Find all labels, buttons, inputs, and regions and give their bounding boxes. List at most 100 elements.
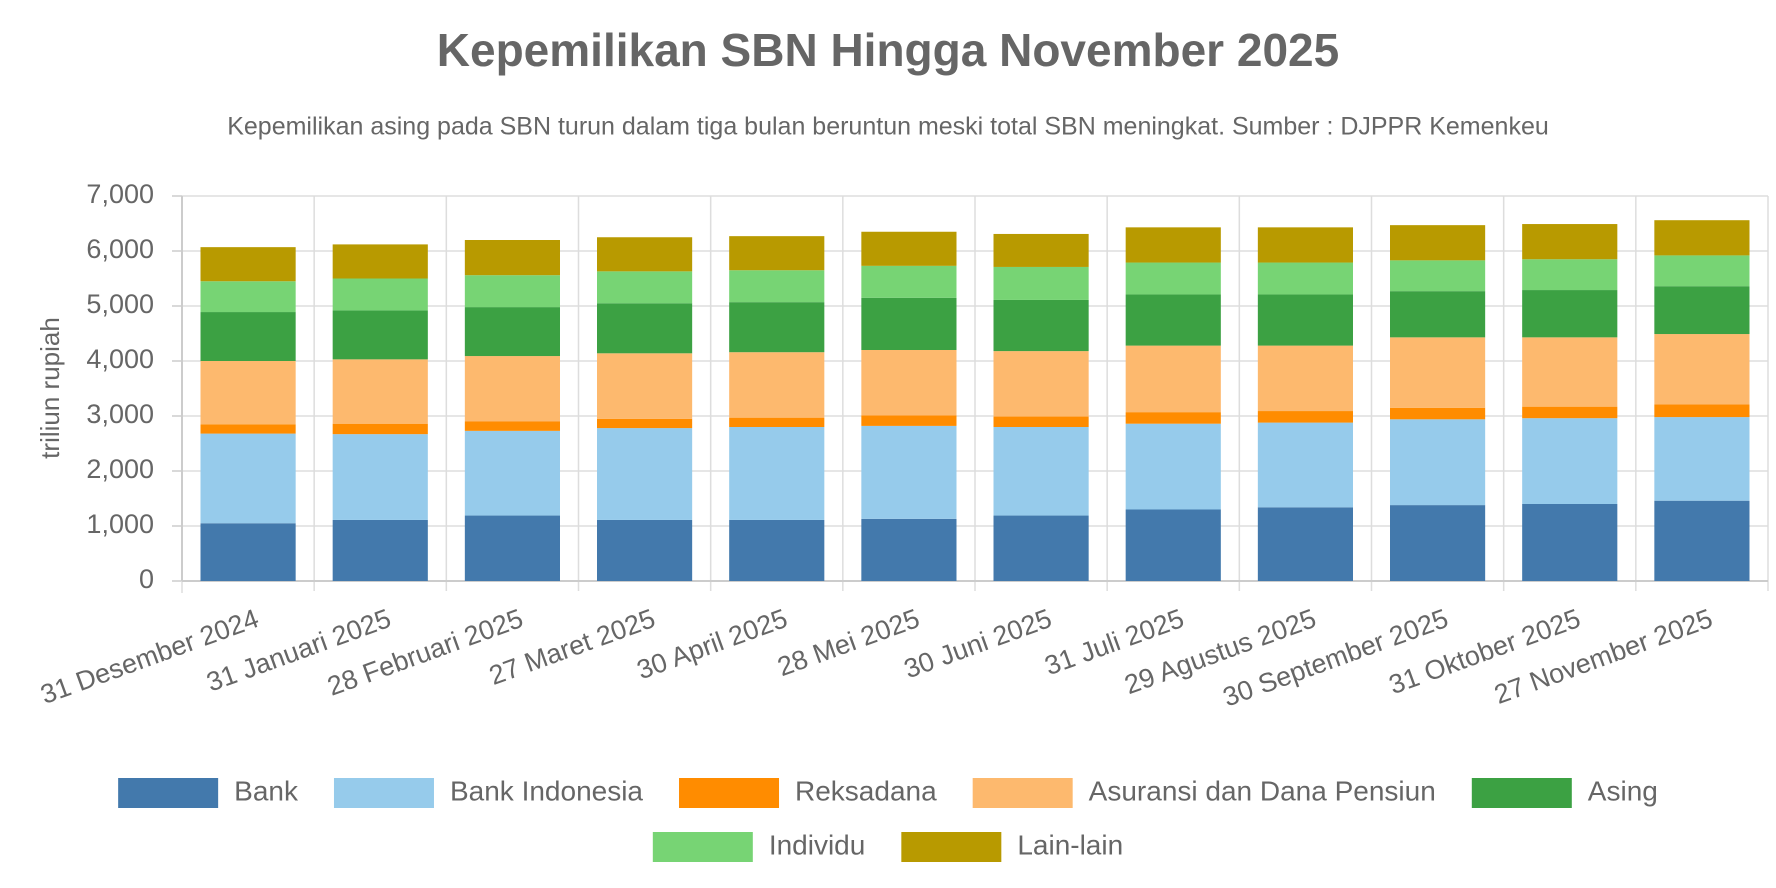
bar-segment [200,361,296,425]
bar-segment [332,359,428,424]
bar-segment [729,519,825,581]
bar-segment [993,233,1089,267]
y-tick-label: 4,000 [86,344,154,374]
bar-segment [729,302,825,353]
legend-label: Asuransi dan Dana Pensiun [1089,775,1436,806]
legend-swatch [1471,778,1572,808]
x-tick-label: 30 September 2025 [1219,603,1452,712]
bar-segment [729,352,825,418]
bar-segment [332,423,428,435]
bar-segment [1390,260,1486,292]
bar-segment [1654,404,1750,418]
legend-label: Bank Indonesia [450,775,643,806]
x-tick-label: 31 Desember 2024 [37,603,263,710]
bar-segment [597,271,693,304]
bar-segment [464,307,560,357]
bar-segment [464,240,560,276]
bar-segment [1522,337,1618,407]
bar-segment [1654,255,1750,287]
bar-segment [597,237,693,272]
bar-segment [1257,411,1353,423]
legend-item[interactable]: Individu [652,829,866,862]
bar-segment [993,299,1089,352]
bar-segment [729,236,825,271]
bar-segment [1522,504,1618,581]
legend-swatch [652,832,753,862]
bar-segment [861,350,957,416]
bar-segment [1654,500,1750,581]
legend-swatch [972,778,1073,808]
bar-segment [993,351,1089,417]
legend-label: Reksadana [795,775,937,806]
legend-item[interactable]: Reksadana [679,775,937,808]
bar-segment [1390,407,1486,420]
y-tick-label: 6,000 [86,234,154,264]
bar-segment [1257,507,1353,581]
legend-item[interactable]: Asuransi dan Dana Pensiun [972,775,1436,808]
bar-segment [993,427,1089,516]
legend-item[interactable]: Bank Indonesia [333,775,643,808]
bar-segment [1654,286,1750,335]
bar-segment [861,415,957,426]
bar-segment [1390,225,1486,261]
bar-segment [1390,291,1486,338]
bar-segment [200,312,296,361]
y-tick-label: 3,000 [86,399,154,429]
legend-item[interactable]: Asing [1471,775,1658,808]
bar-segment [729,270,825,303]
legend-item[interactable]: Lain-lain [901,829,1123,862]
x-tick-label: 27 November 2025 [1490,603,1716,710]
bar-segment [993,515,1089,581]
bar-segment [332,244,428,279]
bar-segment [1522,224,1618,260]
bar-segment [1125,412,1221,424]
legend-swatch [901,832,1002,862]
bar-segment [200,424,296,434]
y-tick-label: 1,000 [86,509,154,539]
bar-segment [332,278,428,311]
bar-segment [1522,290,1618,338]
bar-segment [1125,509,1221,581]
bar-segment [1390,337,1486,408]
bar-segment [729,427,825,520]
bar-segment [1257,262,1353,295]
bar-segment [200,281,296,313]
bar-segment [597,303,693,354]
legend-item[interactable]: Bank [118,775,299,808]
chart-title: Kepemilikan SBN Hingga November 2025 [437,24,1339,76]
bar-segment [861,231,957,266]
bar-segment [1654,417,1750,501]
bar-segment [1125,227,1221,263]
legend-swatch [679,778,780,808]
bar-segment [1390,505,1486,581]
bar-segment [861,425,957,519]
bar-segment [1522,259,1618,291]
bar-segment [1125,294,1221,346]
bar-segment [1390,419,1486,506]
bar-segment [332,310,428,360]
bar-segment [1654,220,1750,256]
bar-segment [597,418,693,429]
bar-segment [464,275,560,308]
bar-segment [1522,418,1618,504]
bar-segment [861,265,957,298]
legend-label: Asing [1588,775,1658,806]
chart-subtitle: Kepemilikan asing pada SBN turun dalam t… [227,113,1549,141]
bar-segment [464,515,560,581]
legend-label: Bank [234,775,299,806]
y-axis-label: triliun rupiah [35,317,65,459]
bar-segment [1257,345,1353,412]
x-tick-label: 30 April 2025 [633,603,791,685]
bar-segment [993,266,1089,300]
bar-segment [1257,227,1353,263]
bar-segment [464,356,560,422]
bar-segment [332,519,428,581]
legend-label: Lain-lain [1017,829,1123,860]
bar-segment [861,297,957,350]
y-tick-label: 7,000 [86,179,154,209]
bar-segment [1257,422,1353,508]
bar-segment [1125,262,1221,295]
bar-segment [200,247,296,282]
bar-segment [1654,334,1750,405]
